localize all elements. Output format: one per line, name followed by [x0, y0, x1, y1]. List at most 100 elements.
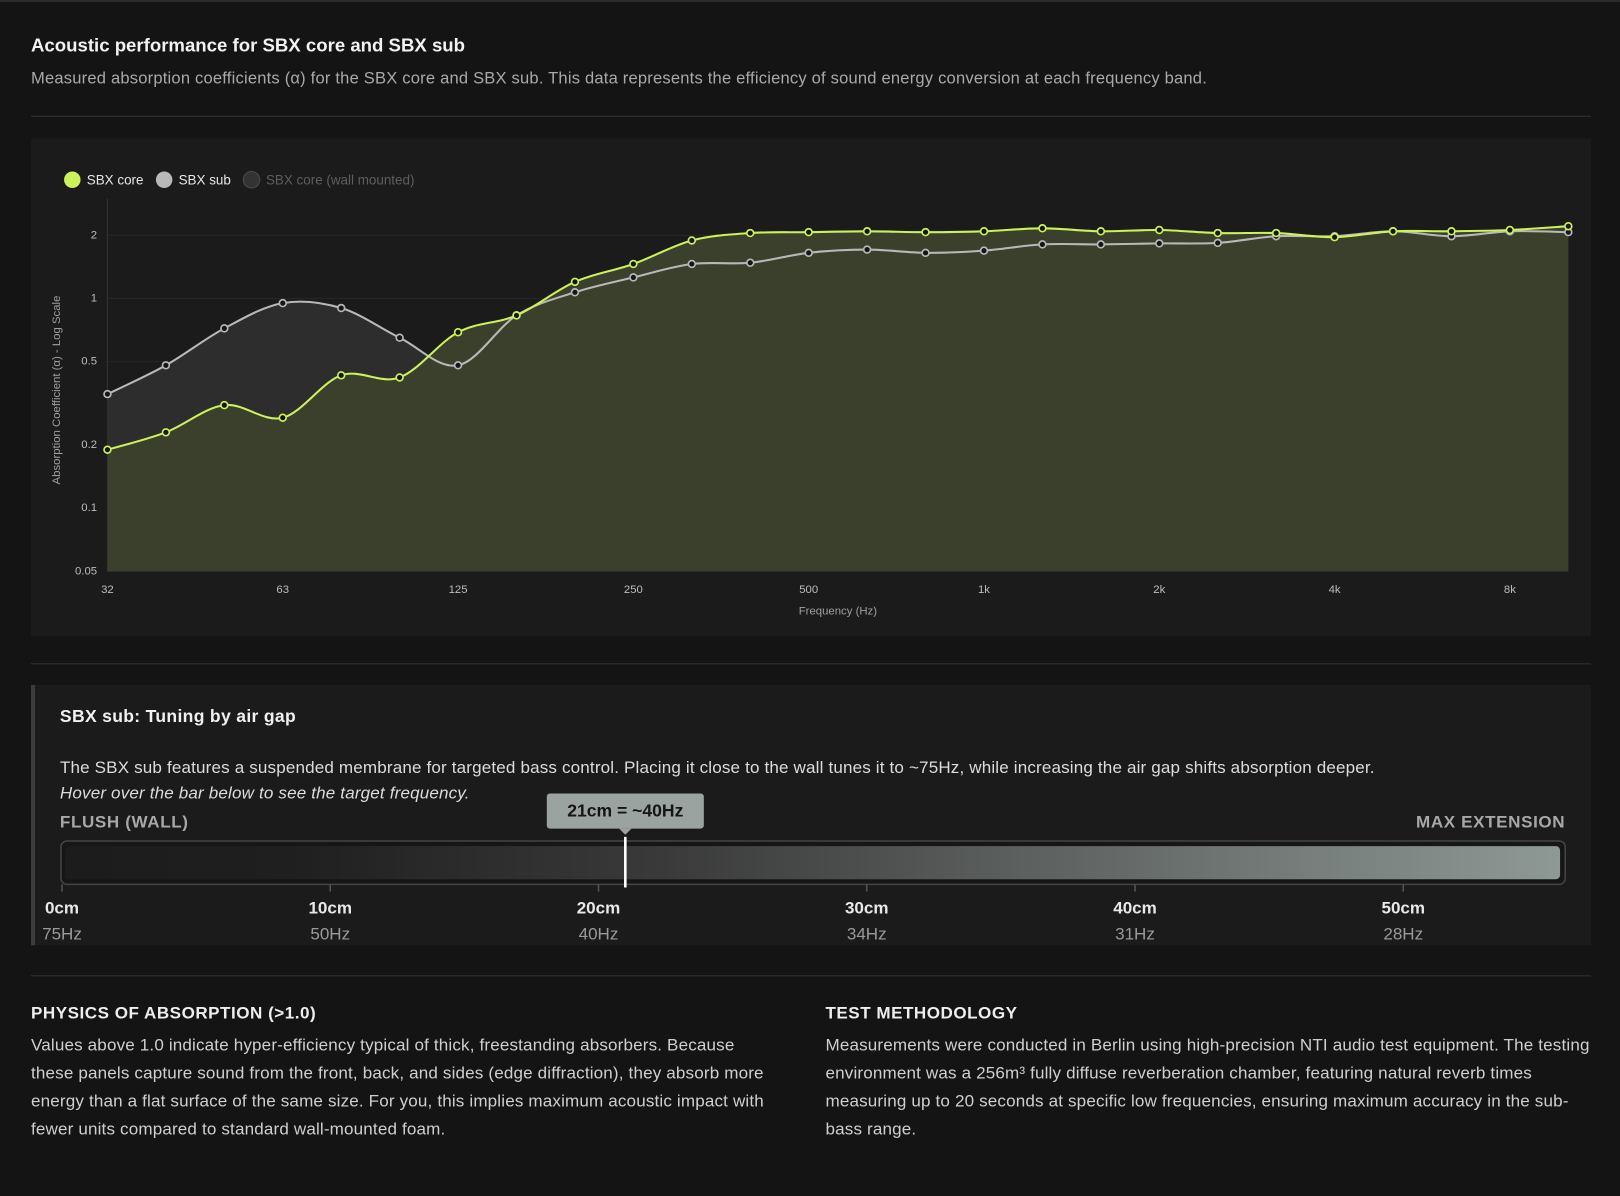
- tuning-slider: 0cm 75Hz 10cm 50Hz 20cm 40Hz 30cm 34Hz 40cm 31Hz 5…: [42, 793, 1567, 944]
- chart: 0.05 0.1 0.2 0.5 1 2 32 63 125 250 500 1k 2k 4k 8k Freq…: [51, 170, 1573, 618]
- divider: [30, 663, 1592, 665]
- data-point: [512, 311, 521, 320]
- gap-tick-label: 40cm: [1113, 899, 1157, 918]
- tuning-description: The SBX sub features a suspended membran…: [59, 758, 1375, 777]
- y-tick-label: 0.05: [75, 565, 97, 577]
- legend-swatch[interactable]: [64, 171, 81, 189]
- data-point: [453, 361, 463, 370]
- data-point: [220, 400, 229, 410]
- divider: [30, 975, 1592, 977]
- gap-bar[interactable]: [65, 846, 1561, 880]
- gap-tick-frequency: 28Hz: [1383, 925, 1423, 944]
- y-axis-label: Absorption Coefficient (α) - Log Scale: [51, 296, 63, 485]
- gap-tick-frequency: 40Hz: [579, 925, 619, 944]
- gap-tick-frequency: 50Hz: [310, 925, 350, 944]
- legend-label[interactable]: SBX sub: [179, 172, 231, 187]
- data-point: [746, 228, 755, 238]
- data-point: [336, 371, 346, 380]
- data-point: [161, 361, 171, 370]
- data-point: [1447, 227, 1456, 236]
- gap-tick-frequency: 75Hz: [42, 925, 82, 944]
- data-point: [1213, 228, 1222, 238]
- data-point: [629, 273, 638, 282]
- page-description: Measured absorption coefficients (α) for…: [30, 70, 1208, 88]
- data-point: [1155, 239, 1164, 248]
- max-label: MAX EXTENSION: [1416, 813, 1566, 832]
- divider: [30, 115, 1592, 117]
- data-point: [862, 245, 872, 254]
- data-point: [220, 324, 229, 333]
- data-point: [570, 277, 580, 287]
- x-tick-label: 125: [449, 584, 468, 596]
- note-text: Values above 1.0 indicate hyper-efficien…: [30, 1036, 764, 1139]
- x-tick-label: 4k: [1329, 584, 1341, 596]
- data-point: [1564, 221, 1573, 231]
- legend-label[interactable]: SBX core: [87, 172, 144, 187]
- data-point: [687, 236, 697, 245]
- data-point: [1388, 227, 1398, 236]
- data-point: [921, 227, 930, 237]
- x-tick-label: 2k: [1153, 584, 1165, 596]
- data-point: [570, 288, 580, 297]
- series-area: [107, 226, 1569, 572]
- y-tick-label: 0.1: [81, 502, 97, 514]
- x-tick-label: 63: [276, 584, 289, 596]
- y-tick-label: 0.5: [81, 356, 97, 368]
- data-point: [395, 373, 404, 382]
- data-point: [453, 328, 463, 337]
- gap-tick-label: 30cm: [845, 899, 889, 918]
- note-heading: PHYSICS OF ABSORPTION (>1.0): [30, 1004, 317, 1023]
- data-point: [103, 389, 112, 399]
- data-point: [979, 227, 989, 236]
- data-point: [395, 333, 404, 342]
- x-tick-label: 8k: [1504, 584, 1516, 596]
- tuning-hint: Hover over the bar below to see the targ…: [59, 784, 470, 803]
- gap-tick-label: 50cm: [1381, 899, 1425, 918]
- data-point: [804, 227, 813, 237]
- x-tick-label: 250: [624, 584, 643, 596]
- note-heading: TEST METHODOLOGY: [825, 1004, 1018, 1023]
- gap-tick-label: 10cm: [308, 899, 352, 918]
- data-point: [746, 258, 755, 267]
- x-axis-label: Frequency (Hz): [799, 606, 877, 618]
- data-point: [687, 259, 697, 269]
- data-point: [278, 413, 287, 422]
- flush-label: FLUSH (WALL): [59, 813, 189, 832]
- data-point: [1271, 228, 1281, 238]
- tooltip-arrow: [619, 828, 632, 835]
- data-point: [278, 298, 287, 308]
- data-point: [1213, 238, 1222, 248]
- data-point: [1330, 232, 1339, 242]
- y-tick-label: 0.2: [81, 439, 97, 451]
- chart-panel: 0.05 0.1 0.2 0.5 1 2 32 63 125 250 500 1k 2k 4k 8k Freq…: [30, 138, 1592, 637]
- note-text: Measurements were conducted in Berlin us…: [825, 1036, 1590, 1139]
- gap-tick-frequency: 34Hz: [847, 925, 887, 944]
- data-point: [1038, 240, 1047, 249]
- tuning-panel: [30, 684, 1592, 946]
- x-tick-label: 32: [101, 584, 114, 596]
- tooltip-label: 21cm = ~40Hz: [567, 801, 683, 821]
- y-tick-label: 1: [91, 292, 97, 304]
- tuning-title: SBX sub: Tuning by air gap: [59, 706, 297, 727]
- data-point: [979, 246, 989, 255]
- legend-swatch[interactable]: [242, 170, 261, 189]
- gap-tick-label: 20cm: [577, 899, 621, 918]
- legend-swatch[interactable]: [155, 171, 173, 189]
- data-point: [1038, 224, 1047, 233]
- x-tick-label: 1k: [978, 584, 990, 596]
- data-point: [103, 445, 112, 454]
- data-point: [1096, 240, 1106, 249]
- data-point: [1155, 225, 1164, 235]
- x-tick-label: 500: [799, 584, 818, 596]
- tooltip-box: [546, 793, 704, 829]
- legend-label[interactable]: SBX core (wall mounted): [266, 172, 414, 187]
- gap-tick-label: 0cm: [45, 899, 79, 918]
- page-title: Acoustic performance for SBX core and SB…: [30, 35, 466, 56]
- tuning-text: The SBX sub features a suspended membran…: [60, 755, 1579, 807]
- data-point: [336, 303, 346, 313]
- data-point: [862, 227, 872, 236]
- data-point: [629, 259, 638, 269]
- data-point: [161, 428, 171, 437]
- data-point: [921, 248, 930, 258]
